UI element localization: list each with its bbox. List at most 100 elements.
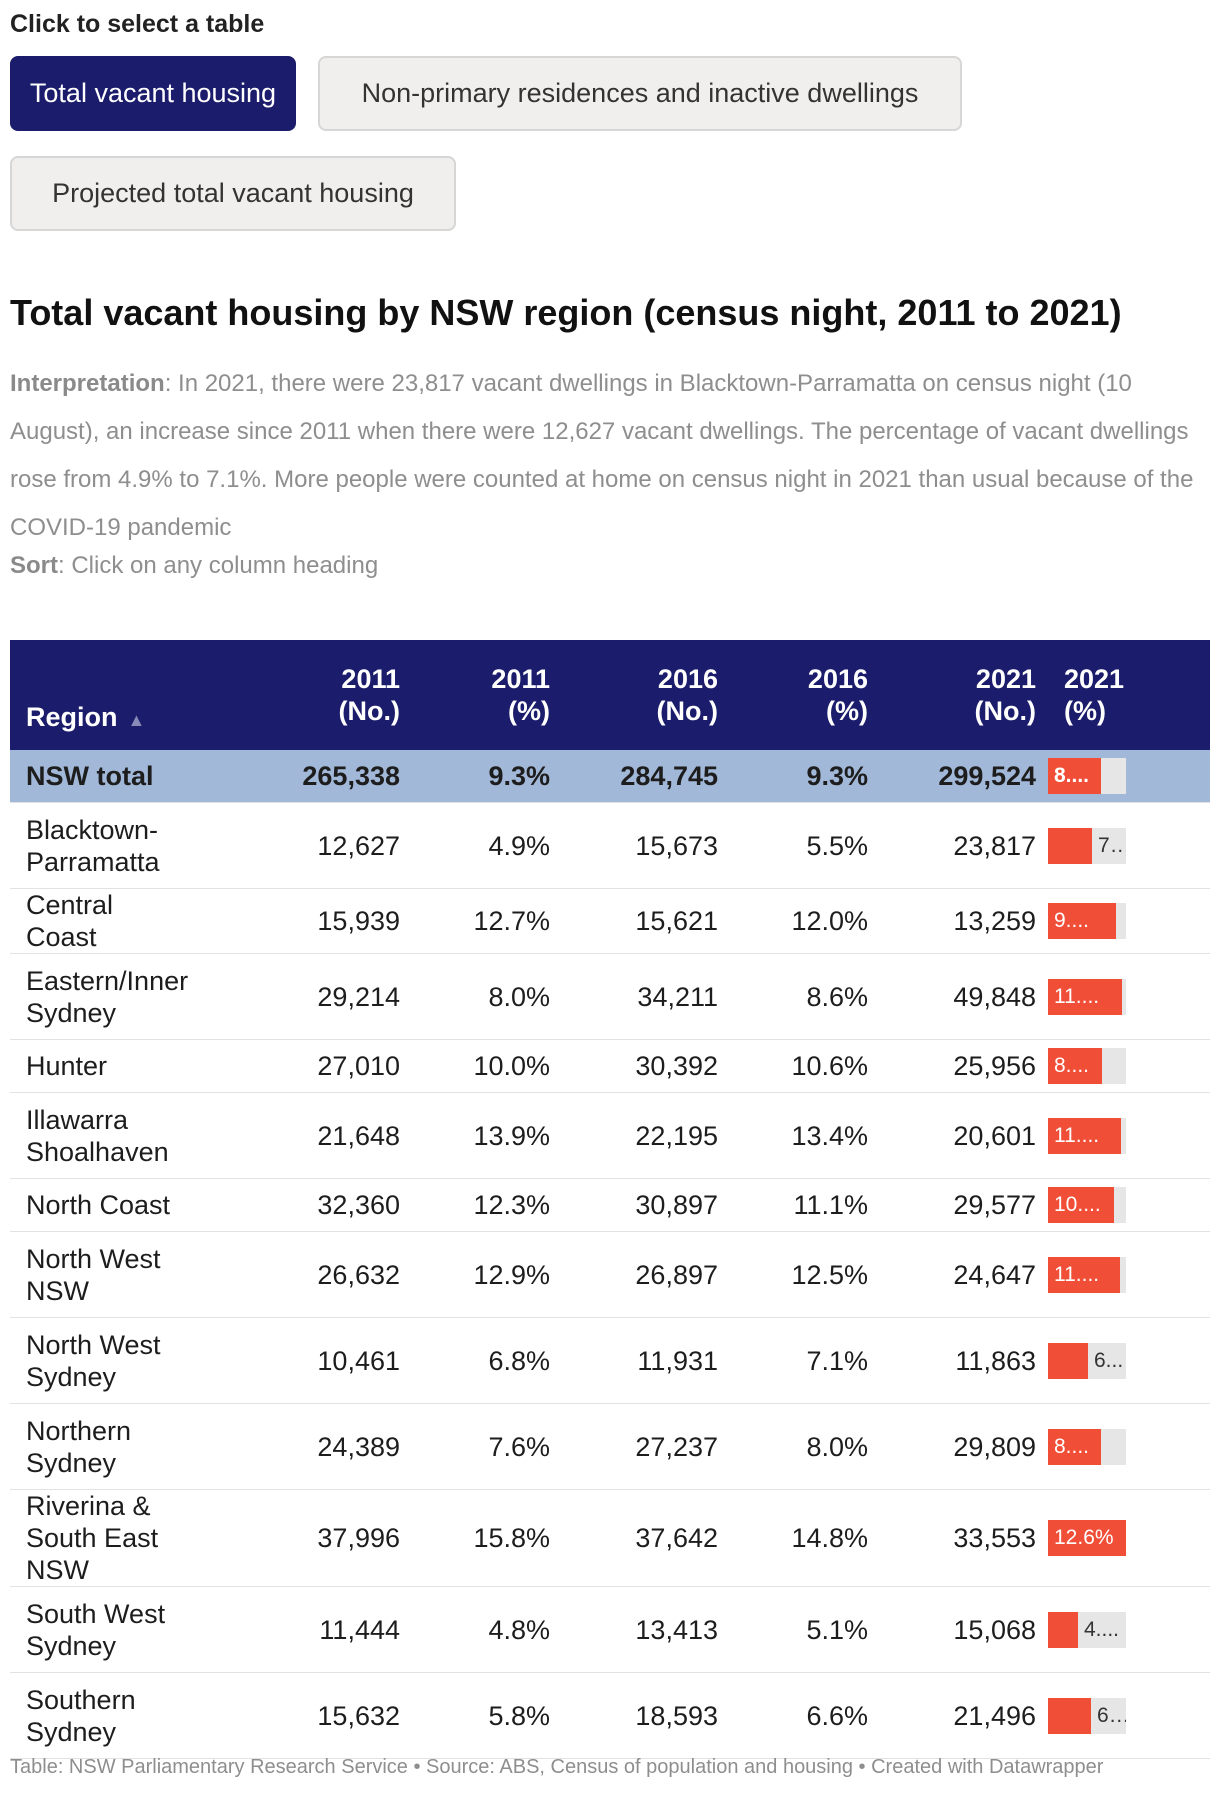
cell-region: Hunter — [10, 1039, 185, 1093]
cell-2016-no: 37,642 — [550, 1489, 718, 1587]
cell-2016-no: 15,673 — [550, 802, 718, 889]
table-row: North Coast 32,360 12.3% 30,897 11.1% 29,577 1… — [10, 1178, 1210, 1232]
column-header-2021-pct[interactable]: 2021 (%) — [1036, 640, 1210, 750]
cell-2016-no: 34,211 — [550, 953, 718, 1040]
cell-2021-no: 25,956 — [868, 1039, 1036, 1093]
tab-projected-total-vacant-housing[interactable]: Projected total vacant housing — [10, 156, 456, 231]
cell-2016-no: 22,195 — [550, 1092, 718, 1179]
column-header-year: 2011 — [341, 664, 400, 694]
cell-2016-no: 27,237 — [550, 1403, 718, 1490]
column-header-2016-no[interactable]: 2016 (No.) — [550, 640, 718, 750]
column-header-unit: (%) — [1064, 696, 1106, 726]
bar-value-label: 9.... — [1054, 909, 1090, 932]
table-row: South West Sydney 11,444 4.8% 13,413 5.1% 15,… — [10, 1586, 1210, 1673]
cell-region: North West NSW — [10, 1231, 185, 1318]
cell-2021-no: 299,524 — [868, 750, 1036, 803]
cell-2011-no: 26,632 — [185, 1231, 400, 1318]
vacant-housing-table: Region ▲ 2011 (No.) 2011 (%) 2016 (No.) 2016… — [10, 640, 1210, 1759]
cell-region: Riverina & South East NSW — [10, 1489, 185, 1587]
cell-2011-no: 24,389 — [185, 1403, 400, 1490]
sort-ascending-icon: ▲ — [127, 710, 146, 730]
cell-2016-pct: 13.4% — [718, 1092, 868, 1179]
cell-2021-no: 49,848 — [868, 953, 1036, 1040]
total-row: NSW total 265,338 9.3% 284,745 9.3% 299,524 8.… — [10, 750, 1210, 803]
table-row: Riverina & South East NSW 37,996 15.8% 37,6… — [10, 1489, 1210, 1587]
cell-2021-pct: 6... — [1036, 1672, 1210, 1759]
bar-2021-pct — [1048, 1187, 1114, 1223]
bar-2021-pct — [1048, 1342, 1088, 1379]
bar-2021-pct — [1048, 758, 1101, 794]
bar-value-label: 6... — [1094, 1348, 1124, 1372]
bar-track: 12.6% — [1048, 1520, 1126, 1556]
cell-2021-no: 23,817 — [868, 802, 1036, 889]
cell-2011-pct: 13.9% — [400, 1092, 550, 1179]
cell-region: South West Sydney — [10, 1586, 185, 1673]
cell-2011-pct: 4.8% — [400, 1586, 550, 1673]
cell-2016-no: 13,413 — [550, 1586, 718, 1673]
cell-2021-pct: 9.... — [1036, 888, 1210, 954]
cell-2016-no: 26,897 — [550, 1231, 718, 1318]
column-header-unit: (No.) — [974, 696, 1036, 726]
bar-2021-pct — [1048, 1428, 1101, 1465]
column-header-year: 2016 — [657, 664, 718, 694]
cell-2021-no: 21,496 — [868, 1672, 1036, 1759]
cell-2021-no: 33,553 — [868, 1489, 1036, 1587]
cell-region: Northern Sydney — [10, 1403, 185, 1490]
cell-region: Southern Sydney — [10, 1672, 185, 1759]
cell-region: North West Sydney — [10, 1317, 185, 1404]
column-header-2011-no[interactable]: 2011 (No.) — [185, 640, 400, 750]
bar-track: 9.... — [1048, 903, 1126, 939]
column-header-2011-pct[interactable]: 2011 (%) — [400, 640, 550, 750]
table-row: Eastern/Inner Sydney 29,214 8.0% 34,211 8.6%… — [10, 953, 1210, 1040]
table-row: Northern Sydney 24,389 7.6% 27,237 8.0% 29,80… — [10, 1403, 1210, 1490]
bar-track: 11.... — [1048, 978, 1126, 1015]
cell-2011-pct: 12.7% — [400, 888, 550, 954]
interpretation-body: : In 2021, there were 23,817 vacant dwel… — [10, 370, 1194, 541]
bar-value-label: 11.... — [1054, 984, 1100, 1008]
column-header-2016-pct[interactable]: 2016 (%) — [718, 640, 868, 750]
cell-2021-pct: 12.6% — [1036, 1489, 1210, 1587]
cell-2016-no: 11,931 — [550, 1317, 718, 1404]
cell-2011-no: 12,627 — [185, 802, 400, 889]
cell-2016-no: 284,745 — [550, 750, 718, 803]
cell-region: North Coast — [10, 1178, 185, 1232]
table-row: Central Coast 15,939 12.7% 15,621 12.0% 13,25… — [10, 888, 1210, 954]
table-row: Illawarra Shoalhaven 21,648 13.9% 22,195 13.… — [10, 1092, 1210, 1179]
column-header-2021-no[interactable]: 2021 (No.) — [868, 640, 1036, 750]
cell-2016-pct: 10.6% — [718, 1039, 868, 1093]
column-header-region[interactable]: Region ▲ — [10, 640, 185, 750]
table-row: Blacktown-Parramatta 12,627 4.9% 15,673 5.5%… — [10, 802, 1210, 889]
cell-2016-pct: 12.5% — [718, 1231, 868, 1318]
column-header-unit: (No.) — [338, 696, 400, 726]
table-body: NSW total 265,338 9.3% 284,745 9.3% 299,524 8.… — [10, 750, 1210, 1759]
column-header-year: 2011 — [491, 664, 550, 694]
table-row: Southern Sydney 15,632 5.8% 18,593 6.6% 21,49… — [10, 1672, 1210, 1759]
bar-track: 8.... — [1048, 1428, 1126, 1465]
cell-2011-no: 27,010 — [185, 1039, 400, 1093]
tab-total-vacant-housing[interactable]: Total vacant housing — [10, 56, 296, 131]
bar-value-label: 6... — [1097, 1703, 1126, 1727]
cell-2021-pct: 4.... — [1036, 1586, 1210, 1673]
cell-2011-no: 11,444 — [185, 1586, 400, 1673]
table-header-row: Region ▲ 2011 (No.) 2011 (%) 2016 (No.) 2016… — [10, 640, 1210, 750]
cell-2016-pct: 8.6% — [718, 953, 868, 1040]
cell-2021-pct: 11.... — [1036, 1231, 1210, 1318]
cell-2011-pct: 12.9% — [400, 1231, 550, 1318]
bar-track: 6... — [1048, 1342, 1126, 1379]
cell-2011-no: 21,648 — [185, 1092, 400, 1179]
table-row: North West NSW 26,632 12.9% 26,897 12.5% 24,6… — [10, 1231, 1210, 1318]
cell-2016-pct: 9.3% — [718, 750, 868, 803]
bar-track: 8.... — [1048, 758, 1126, 794]
cell-2011-no: 15,939 — [185, 888, 400, 954]
bar-track: 11.... — [1048, 1117, 1126, 1154]
cell-2016-no: 30,392 — [550, 1039, 718, 1093]
table-selector-label: Click to select a table — [10, 10, 265, 38]
bar-track: 8.... — [1048, 1048, 1126, 1084]
column-header-unit: (%) — [508, 696, 550, 726]
bar-value-label: 11.... — [1054, 1262, 1100, 1286]
bar-value-label: 8.... — [1054, 1054, 1090, 1077]
bar-2021-pct — [1048, 1256, 1120, 1293]
sort-hint: Sort: Click on any column heading — [10, 552, 378, 580]
tab-non-primary-residences[interactable]: Non-primary residences and inactive dwel… — [318, 56, 962, 131]
cell-2011-no: 265,338 — [185, 750, 400, 803]
